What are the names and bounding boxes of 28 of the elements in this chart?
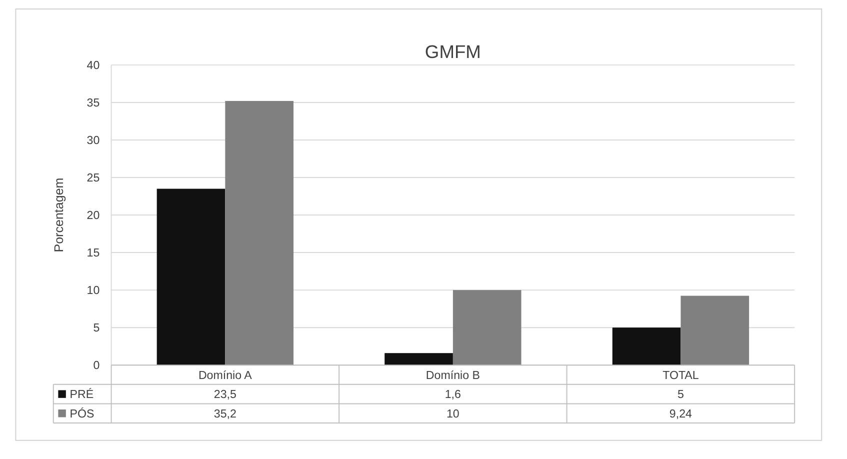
y-tick-label: 15 bbox=[86, 248, 100, 260]
bar bbox=[156, 188, 226, 366]
data-label: 1,6 bbox=[444, 389, 461, 402]
y-tick-label: 40 bbox=[86, 60, 100, 72]
y-tick-label: 25 bbox=[86, 172, 100, 185]
y-tick-label: 0 bbox=[93, 360, 100, 372]
legend-label: PÓS bbox=[70, 406, 95, 420]
bar bbox=[680, 296, 750, 366]
bar bbox=[612, 328, 681, 366]
data-label: 9,24 bbox=[669, 408, 693, 420]
bar bbox=[384, 353, 453, 366]
y-tick-label: 30 bbox=[86, 135, 100, 148]
data-label: 23,5 bbox=[214, 389, 236, 402]
y-tick-label: 10 bbox=[86, 285, 100, 298]
x-tick-label: Domínio A bbox=[198, 370, 252, 382]
y-tick-label: 35 bbox=[86, 98, 100, 110]
x-tick-label: Domínio B bbox=[426, 370, 480, 382]
bar bbox=[225, 100, 294, 366]
y-tick-label: 5 bbox=[93, 322, 100, 335]
data-label: 10 bbox=[446, 408, 460, 420]
chart-title: GMFM bbox=[424, 41, 481, 62]
legend-label: PRÉ bbox=[70, 387, 94, 402]
data-label: 5 bbox=[677, 389, 684, 402]
y-tick-label: 20 bbox=[86, 210, 100, 222]
x-tick-label: TOTAL bbox=[662, 370, 700, 382]
bar bbox=[452, 290, 522, 366]
data-label: 35,2 bbox=[214, 408, 236, 420]
y-axis-title: Porcentagem bbox=[52, 178, 66, 252]
